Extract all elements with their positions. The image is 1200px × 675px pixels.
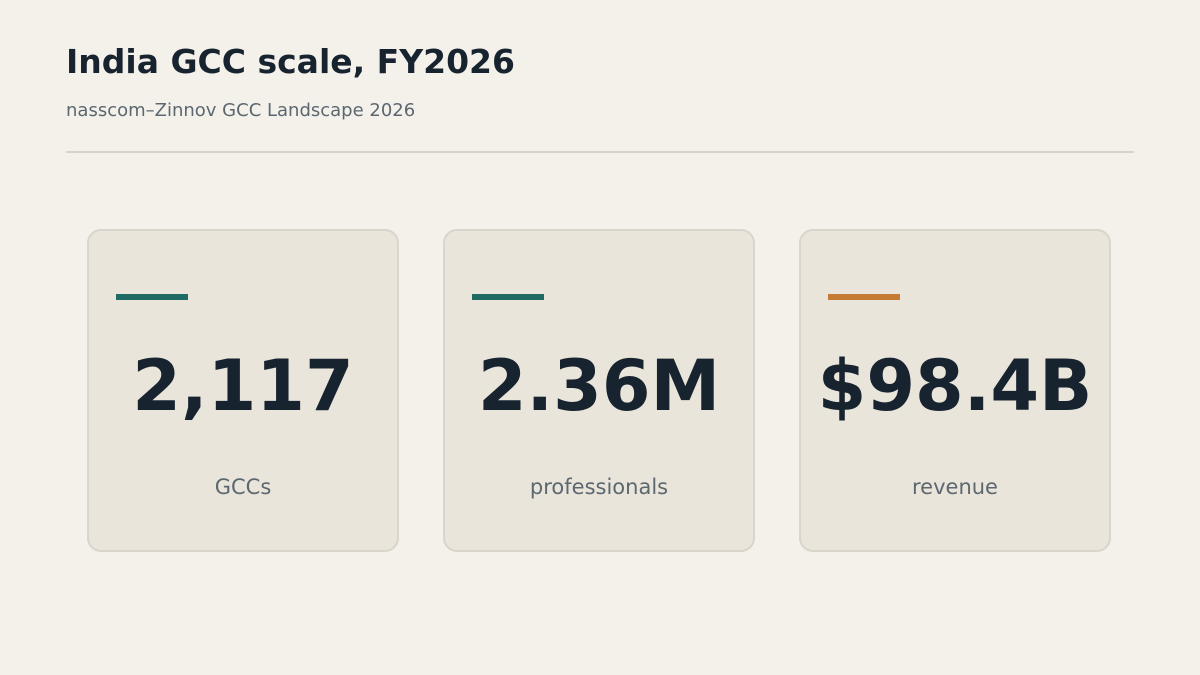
- stat-label: GCCs: [214, 475, 272, 499]
- page-subtitle: nasscom–Zinnov GCC Landscape 2026: [66, 100, 416, 121]
- stat-card-professionals: 2.36M professionals: [443, 229, 755, 552]
- stat-value: $98.4B: [817, 345, 1093, 427]
- stat-value: 2.36M: [477, 345, 721, 427]
- stat-card-revenue: $98.4B revenue: [799, 229, 1111, 552]
- stat-card-gccs: 2,117 GCCs: [87, 229, 399, 552]
- page-title: India GCC scale, FY2026: [66, 42, 515, 81]
- card-accent-bar: [828, 294, 900, 300]
- stat-value: 2,117: [132, 345, 354, 427]
- stat-label: professionals: [529, 475, 669, 499]
- stat-label: revenue: [912, 475, 998, 499]
- header-divider: [66, 151, 1134, 153]
- card-accent-bar: [472, 294, 544, 300]
- card-accent-bar: [116, 294, 188, 300]
